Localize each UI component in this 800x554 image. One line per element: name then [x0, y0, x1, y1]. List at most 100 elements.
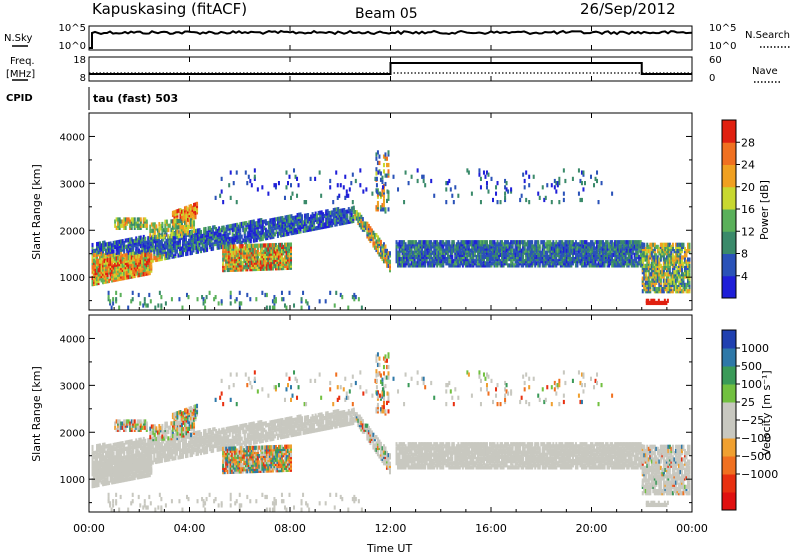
power-cell — [570, 250, 573, 255]
power-cell — [606, 246, 609, 251]
power-cell — [322, 222, 325, 227]
power-cell — [307, 217, 310, 222]
power-cell — [621, 261, 624, 266]
power-cell — [688, 282, 691, 287]
power-cell — [448, 263, 451, 268]
power-cell — [115, 260, 118, 265]
power-cell — [247, 248, 250, 253]
power-cell — [627, 254, 630, 260]
power-cell — [454, 252, 457, 257]
power-cell — [251, 224, 254, 229]
power-cell — [249, 178, 252, 184]
power-cell — [585, 252, 588, 257]
power-cell — [194, 206, 197, 211]
power-cell — [178, 240, 181, 245]
power-cell — [513, 240, 516, 245]
power-cell — [133, 271, 136, 276]
power-cell — [674, 278, 677, 283]
power-cell — [410, 242, 413, 247]
power-cell — [135, 251, 138, 256]
power-cell — [109, 265, 112, 271]
power-cell — [639, 246, 642, 251]
power-cell — [682, 280, 685, 285]
power-cell — [547, 256, 550, 262]
power-cell — [218, 232, 221, 237]
power-cell — [237, 226, 240, 231]
power-cell — [650, 242, 653, 247]
power-cell — [109, 245, 112, 250]
power-cell — [255, 264, 258, 269]
power-cell — [317, 225, 320, 230]
power-cell — [565, 240, 568, 245]
power-cell — [375, 205, 378, 210]
power-cell — [100, 265, 103, 270]
power-cell — [623, 244, 626, 249]
power-cell — [267, 229, 270, 234]
power-cell — [123, 253, 126, 258]
power-cell — [668, 289, 671, 294]
frequency-panel: Freq. [MHz] 18 8 60 0 Nave — [6, 55, 782, 84]
power-cell — [123, 249, 126, 254]
power-cell — [166, 236, 169, 241]
power-cell — [400, 261, 403, 266]
power-cell — [387, 152, 390, 157]
power-cell — [223, 255, 226, 260]
power-cell — [210, 236, 213, 241]
power-cell — [361, 221, 364, 226]
power-cell — [618, 261, 621, 266]
power-cell — [209, 245, 212, 250]
power-cell — [233, 225, 236, 230]
power-cell — [319, 214, 322, 220]
power-cell — [680, 242, 683, 247]
power-cell — [526, 240, 529, 245]
power-cell — [580, 252, 583, 257]
power-cell — [319, 219, 322, 224]
power-cell — [96, 248, 99, 253]
power-cell — [385, 248, 388, 254]
power-cell — [206, 247, 209, 252]
power-cell — [538, 263, 541, 268]
power-cell — [490, 263, 493, 268]
power-cell — [126, 273, 129, 278]
power-cell — [519, 248, 522, 253]
power-cell — [96, 264, 99, 269]
power-cell — [384, 259, 387, 264]
power-cell — [153, 249, 156, 254]
power-cell — [452, 248, 455, 253]
power-cell — [269, 231, 272, 236]
power-cell — [621, 252, 624, 257]
power-cell — [496, 261, 499, 266]
power-cell — [253, 243, 256, 248]
power-cell — [216, 232, 219, 238]
power-cell — [643, 270, 646, 275]
power-cell — [344, 214, 347, 219]
power-cell — [129, 237, 132, 242]
power-cell — [329, 221, 332, 226]
power-cell — [253, 256, 256, 261]
power-cell — [685, 253, 688, 258]
power-cell — [228, 259, 231, 264]
power-cell — [206, 237, 209, 242]
power-cell — [677, 246, 680, 252]
power-cell — [437, 261, 440, 266]
power-cell — [93, 248, 96, 254]
power-cell — [424, 246, 427, 251]
power-cell — [247, 254, 250, 259]
power-cell — [407, 181, 410, 186]
power-cell — [191, 224, 194, 229]
power-cell — [626, 263, 629, 268]
power-cell — [282, 297, 285, 302]
power-cell — [490, 246, 493, 251]
power-cell — [629, 248, 632, 253]
power-cell — [374, 176, 377, 181]
power-cell — [381, 256, 384, 262]
power-cell — [96, 268, 99, 273]
power-cell — [562, 248, 565, 253]
power-cell — [200, 232, 203, 237]
power-cell — [129, 223, 132, 228]
power-cell — [667, 261, 670, 266]
power-cell — [570, 256, 573, 262]
power-cell — [412, 256, 415, 262]
power-cell — [234, 233, 237, 238]
power-cell — [416, 244, 419, 249]
